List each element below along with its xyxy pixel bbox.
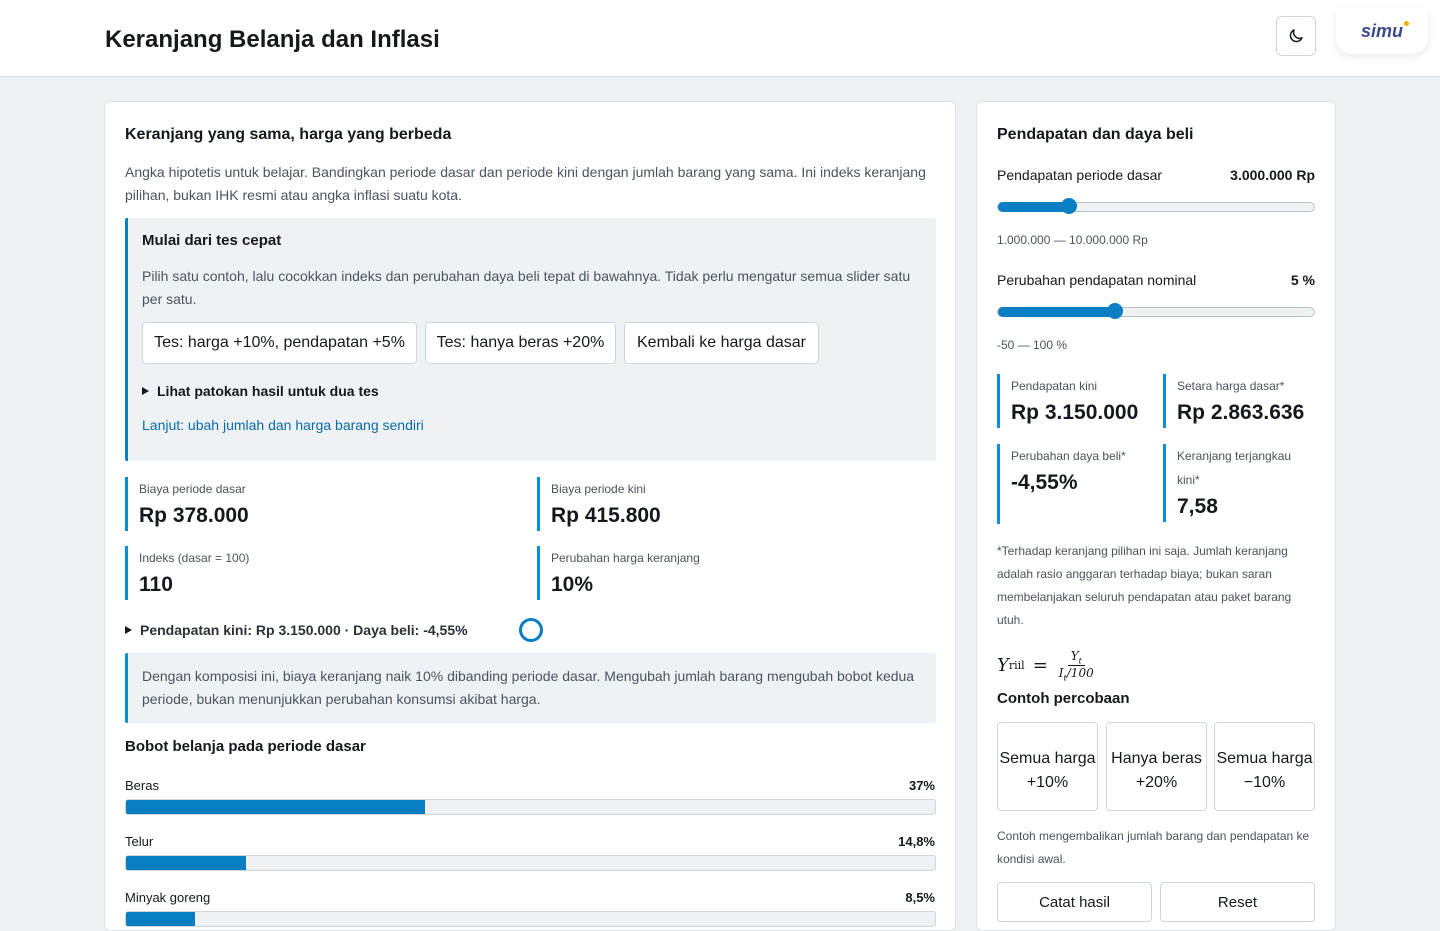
stat-base-cost: Biaya periode dasar Rp 378.000 xyxy=(125,477,525,531)
footnote: *Terhadap keranjang pilihan ini saja. Ju… xyxy=(997,544,1292,627)
benchmark-details-toggle[interactable]: Lihat patokan hasil untuk dua tes xyxy=(142,383,379,399)
example-all-prices-up-button[interactable]: Semua harga +10% xyxy=(997,722,1098,811)
income-slider-thumb[interactable] xyxy=(1060,198,1077,214)
reset-base-price-button[interactable]: Kembali ke harga dasar xyxy=(624,322,819,364)
test-price-income-button[interactable]: Tes: harga +10%, pendapatan +5% xyxy=(142,322,417,364)
weight-fill-minyak xyxy=(126,912,195,926)
test-rice-only-button[interactable]: Tes: hanya beras +20% xyxy=(425,322,616,364)
income-range: 1.000.000 — 10.000.000 Rp xyxy=(997,233,1148,247)
income-title: Pendapatan dan daya beli xyxy=(997,126,1194,143)
app-header: Keranjang Belanja dan Inflasi simu xyxy=(0,0,1440,77)
weight-label-telur: Telur xyxy=(125,834,154,849)
stat-index: Indeks (dasar = 100) 110 xyxy=(125,546,525,600)
weight-pct-telur: 14,8% xyxy=(898,834,935,849)
weight-fill-telur xyxy=(126,856,246,870)
stat-base-equivalent: Setara harga dasar* Rp 2.863.636 xyxy=(1163,374,1315,428)
weight-fill-beras xyxy=(126,800,426,814)
change-slider-thumb[interactable] xyxy=(1106,303,1123,319)
stat-purchasing-power-change: Perubahan daya beli* -4,55% xyxy=(997,444,1152,524)
basket-card: Keranjang yang sama, harga yang berbeda … xyxy=(104,101,956,931)
weights-title: Bobot belanja pada periode dasar xyxy=(125,738,366,755)
income-summary-line: Pendapatan kini: Rp 3.150.000 · Daya bel… xyxy=(125,622,468,638)
simu-logo[interactable]: simu xyxy=(1336,8,1428,54)
weight-label-minyak: Minyak goreng xyxy=(125,890,211,905)
weight-bar-minyak xyxy=(125,911,936,927)
weight-bar-beras xyxy=(125,799,936,815)
weight-bar-telur xyxy=(125,855,936,871)
change-slider-fill xyxy=(998,307,1115,317)
change-range: -50 — 100 % xyxy=(997,338,1068,352)
stat-current-cost: Biaya periode kini Rp 415.800 xyxy=(537,477,937,531)
income-slider-header: Pendapatan periode dasar 3.000.000 Rp xyxy=(997,167,1315,183)
reset-button[interactable]: Reset xyxy=(1160,882,1315,922)
change-slider-header: Perubahan pendapatan nominal 5 % xyxy=(997,272,1315,288)
weight-pct-minyak: 8,5% xyxy=(905,890,935,905)
examples-title: Contoh percobaan xyxy=(997,690,1130,707)
stat-affordable-baskets: Keranjang terjangkau kini* 7,58 xyxy=(1163,444,1315,522)
focus-indicator xyxy=(519,618,543,642)
stat-current-income: Pendapatan kini Rp 3.150.000 xyxy=(997,374,1152,428)
dark-mode-toggle[interactable] xyxy=(1276,16,1316,56)
stat-basket-price-change: Perubahan harga keranjang 10% xyxy=(537,546,937,600)
examples-note: Contoh mengembalikan jumlah barang dan p… xyxy=(997,829,1310,866)
change-slider[interactable] xyxy=(997,303,1315,319)
record-result-button[interactable]: Catat hasil xyxy=(997,882,1152,922)
basket-title: Keranjang yang sama, harga yang berbeda xyxy=(125,126,452,143)
quick-test-title: Mulai dari tes cepat xyxy=(142,232,282,249)
weight-label-beras: Beras xyxy=(125,778,159,793)
quick-test-desc: Pilih satu contoh, lalu cocokkan indeks … xyxy=(142,268,911,307)
next-step-link[interactable]: Lanjut: ubah jumlah dan harga barang sen… xyxy=(142,417,424,433)
income-card: Pendapatan dan daya beli Pendapatan peri… xyxy=(976,101,1336,931)
composition-note: Dengan komposisi ini, biaya keranjang na… xyxy=(125,653,936,723)
income-slider-fill xyxy=(998,202,1069,212)
example-rice-only-button[interactable]: Hanya beras +20% xyxy=(1106,722,1207,811)
weight-pct-beras: 37% xyxy=(908,778,935,793)
basket-intro: Angka hipotetis untuk belajar. Bandingka… xyxy=(125,164,926,203)
moon-icon xyxy=(1289,29,1303,43)
income-slider[interactable] xyxy=(997,198,1315,214)
example-all-prices-down-button[interactable]: Semua harga −10% xyxy=(1214,722,1315,811)
quick-test-panel: Mulai dari tes cepat Pilih satu contoh, … xyxy=(125,218,936,461)
page-title: Keranjang Belanja dan Inflasi xyxy=(105,26,440,53)
